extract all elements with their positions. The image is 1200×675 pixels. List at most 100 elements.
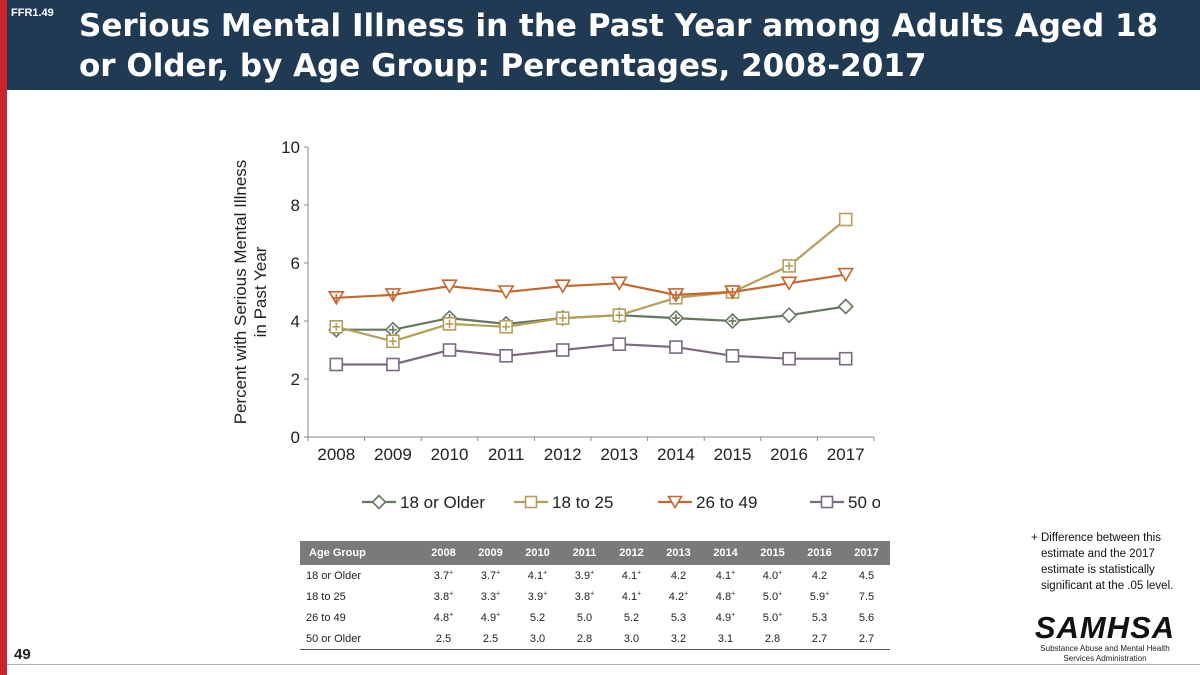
series-50-or-older [329, 337, 853, 372]
table-cell: 3.3+ [480, 589, 501, 603]
legend-item: 18 to 25 [514, 493, 613, 512]
table-cell: 5.2 [529, 611, 546, 624]
line-chart: 0 2 4 6 8 10 2008 2009 2010 2011 2012 2013 2014 2015 2… [231, 138, 880, 512]
table-cell: 5.0+ [762, 610, 783, 624]
table-cell: 5.0+ [762, 589, 783, 603]
table-cell: 3.0 [608, 628, 655, 650]
legend-marker [524, 495, 538, 509]
significance-marker: + [590, 589, 595, 597]
table-cell: 4.1+ [715, 568, 736, 582]
significance-marker: + [449, 568, 454, 576]
table-cell: 4.5 [858, 569, 875, 582]
table-cell: 4.8+ [433, 610, 454, 624]
data-point [554, 279, 572, 294]
y-tick-label: 6 [291, 254, 300, 273]
table-header-year: 2013 [655, 541, 702, 565]
table-header-year: 2009 [467, 541, 514, 565]
table-header-year: 2014 [702, 541, 749, 565]
x-tick-label: 2016 [770, 445, 808, 464]
significance-marker: + [731, 568, 736, 576]
data-point [441, 279, 458, 294]
slide-id: FFR1.49 [11, 7, 54, 19]
significance-marker: + [637, 568, 642, 576]
footnote: + Difference between this estimate and t… [1031, 530, 1191, 594]
table-cell: 3.2 [655, 628, 702, 650]
data-point [669, 340, 683, 354]
significance-marker: + [449, 610, 454, 618]
significance-marker: + [684, 589, 689, 597]
data-point [612, 337, 627, 351]
table-cell: 4.1+ [527, 568, 548, 582]
legend-item: 50 or Older [810, 493, 880, 512]
series-18-to-25 [329, 212, 853, 349]
data-table: Age Group 2008 2009 2010 2011 2012 2013 2014 201… [300, 541, 890, 650]
significance-marker: + [731, 589, 736, 597]
significance-marker: + [778, 568, 783, 576]
data-point [780, 276, 798, 291]
x-tick-label: 2014 [657, 445, 695, 464]
legend: 18 or Older 18 to 25 26 to 49 50 or Older [362, 493, 880, 512]
table-header-year: 2010 [514, 541, 561, 565]
table-row: 18 or Older 3.7+ 3.7+ 4.1+ 3.9+ 4.1+ 4.2 4.1+ 4.… [300, 565, 890, 586]
x-tick-label: 2017 [827, 445, 865, 464]
table-header-row: Age Group 2008 2009 2010 2011 2012 2013 2014 201… [300, 541, 890, 565]
logo-name: SAMHSA [1034, 610, 1176, 645]
data-point [837, 298, 854, 315]
y-tick-label: 4 [291, 312, 300, 331]
table-cell: 4.9+ [715, 610, 736, 624]
significance-marker: + [637, 589, 642, 597]
table-header-year: 2008 [420, 541, 467, 565]
table-row: 18 to 25 3.8+ 3.3+ 3.9+ 3.8+ 4.1+ 4.2+ 4.8+ 5.0+… [300, 586, 890, 607]
page-number: 49 [14, 646, 31, 663]
data-point [386, 357, 400, 372]
data-point [780, 307, 798, 324]
significance-marker: + [778, 589, 783, 597]
table-cell: 4.8+ [715, 589, 736, 603]
series-18-or-older [328, 298, 854, 338]
table-cell: 5.2 [623, 611, 640, 624]
table-header-age-group: Age Group [300, 541, 420, 565]
header-bar [7, 0, 1200, 90]
legend-item: 26 to 49 [658, 493, 757, 512]
accent-bar [0, 0, 7, 675]
x-tick-label: 2009 [374, 445, 412, 464]
series-line [336, 218, 847, 343]
legend-marker [667, 495, 683, 510]
data-point [838, 212, 853, 227]
x-tick-label: 2012 [544, 445, 582, 464]
series-line [336, 343, 846, 366]
table-header-year: 2016 [796, 541, 843, 565]
series-26-to-49 [327, 267, 855, 306]
table-cell: 4.2 [670, 569, 687, 582]
table-cell: 5.3 [811, 611, 828, 624]
x-tick-label: 2013 [600, 445, 638, 464]
y-axis-label: Percent with Serious Mental Illnessin Pa… [231, 160, 270, 425]
significance-marker: + [778, 610, 783, 618]
significance-marker: + [543, 589, 548, 597]
data-point [782, 351, 796, 366]
y-tick-label: 8 [291, 196, 300, 215]
table-cell: 4.2 [811, 569, 828, 582]
data-point [442, 343, 457, 357]
page-title: Serious Mental Illness in the Past Year … [79, 8, 1159, 84]
table-cell: 3.8+ [574, 589, 595, 603]
table-row: 26 to 49 4.8+ 4.9+ 5.2 5.0 5.2 5.3 4.9+ 5.0+ 5.3 5… [300, 607, 890, 628]
footnote-text: Difference between this estimate and the… [1041, 532, 1174, 592]
table-cell: 3.8+ [433, 589, 454, 603]
significance-marker: + [731, 610, 736, 618]
table-cell: 2.5 [420, 628, 467, 650]
table-cell: 4.0+ [762, 568, 783, 582]
series-line [336, 273, 846, 299]
data-point [610, 276, 628, 291]
table-header-year: 2012 [608, 541, 655, 565]
table-cell: 3.1 [702, 628, 749, 650]
x-tick-label: 2015 [714, 445, 752, 464]
data-point [497, 285, 515, 300]
significance-marker: + [543, 568, 548, 576]
table-header-year: 2015 [749, 541, 796, 565]
x-tick-label: 2008 [317, 445, 355, 464]
significance-marker: + [496, 610, 501, 618]
row-label: 50 or Older [300, 628, 420, 650]
y-axis-label-line: in Past Year [251, 246, 270, 337]
table-cell: 3.7+ [480, 568, 501, 582]
